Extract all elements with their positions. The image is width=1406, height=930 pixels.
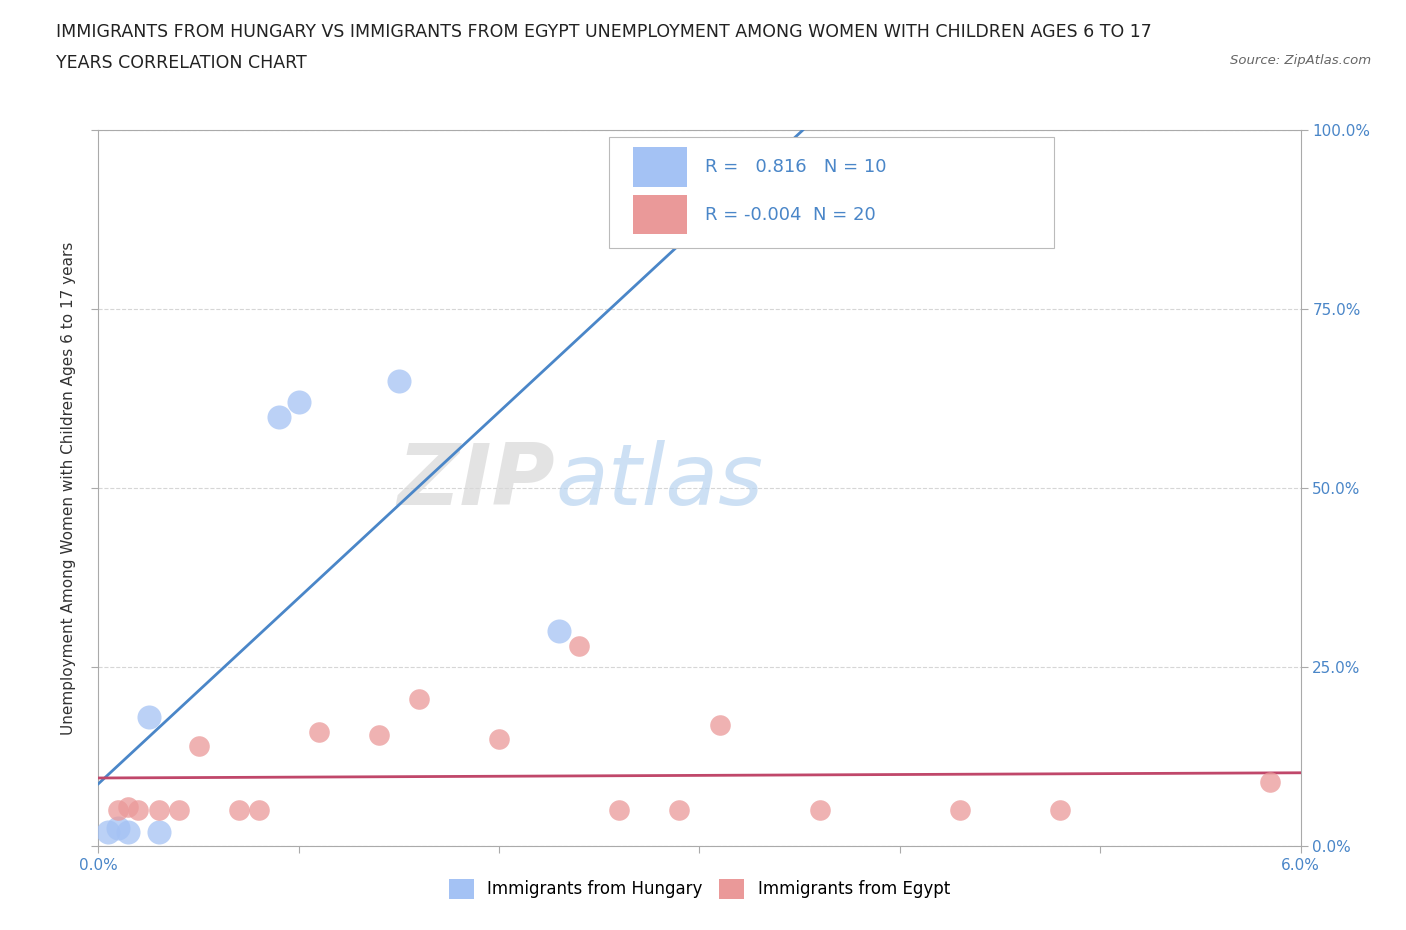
Point — [148, 804, 170, 818]
Bar — [633, 147, 688, 187]
Point — [488, 732, 510, 747]
Text: R =   0.816   N = 10: R = 0.816 N = 10 — [706, 158, 887, 176]
Point — [117, 825, 139, 840]
Point — [308, 724, 330, 739]
Point — [228, 804, 250, 818]
Point — [97, 825, 120, 840]
Y-axis label: Unemployment Among Women with Children Ages 6 to 17 years: Unemployment Among Women with Children A… — [60, 242, 76, 735]
Point — [607, 804, 630, 818]
Point — [107, 821, 129, 836]
Point — [247, 804, 270, 818]
Text: IMMIGRANTS FROM HUNGARY VS IMMIGRANTS FROM EGYPT UNEMPLOYMENT AMONG WOMEN WITH C: IMMIGRANTS FROM HUNGARY VS IMMIGRANTS FR… — [56, 23, 1152, 41]
Text: atlas: atlas — [555, 440, 763, 523]
Point — [1049, 804, 1071, 818]
Point — [668, 804, 690, 818]
Point — [117, 800, 139, 815]
Point — [287, 395, 309, 410]
Point — [388, 374, 411, 389]
Point — [148, 825, 170, 840]
Point — [1260, 775, 1282, 790]
FancyBboxPatch shape — [609, 138, 1054, 248]
Point — [408, 692, 430, 707]
Point — [167, 804, 190, 818]
Text: R = -0.004  N = 20: R = -0.004 N = 20 — [706, 206, 876, 224]
Point — [107, 804, 129, 818]
Bar — [633, 195, 688, 234]
Point — [808, 804, 831, 818]
Text: YEARS CORRELATION CHART: YEARS CORRELATION CHART — [56, 54, 307, 72]
Point — [949, 804, 972, 818]
Point — [138, 710, 160, 724]
Text: Source: ZipAtlas.com: Source: ZipAtlas.com — [1230, 54, 1371, 67]
Point — [128, 804, 150, 818]
Point — [568, 638, 591, 653]
Point — [728, 144, 751, 159]
Point — [709, 717, 731, 732]
Point — [187, 738, 209, 753]
Legend: Immigrants from Hungary, Immigrants from Egypt: Immigrants from Hungary, Immigrants from… — [449, 879, 950, 898]
Text: ZIP: ZIP — [398, 440, 555, 523]
Point — [548, 624, 571, 639]
Point — [267, 409, 290, 424]
Point — [367, 728, 389, 743]
